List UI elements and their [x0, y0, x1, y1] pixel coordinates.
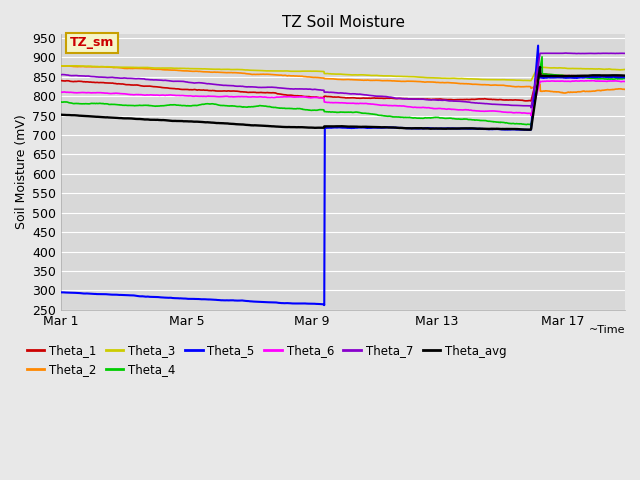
Theta_1 [57, 78, 65, 84]
Line: Theta_avg: Theta_avg [61, 67, 625, 130]
Theta_avg [605, 72, 612, 78]
Theta_1 [332, 94, 339, 100]
Theta_1 [621, 73, 629, 79]
Theta_1 [316, 95, 324, 100]
Theta_2 [561, 90, 569, 96]
Text: ~Time: ~Time [589, 325, 625, 335]
Theta_5 [57, 289, 65, 295]
Theta_6 [501, 109, 509, 115]
Theta_3 [57, 63, 65, 69]
Theta_5 [621, 74, 629, 80]
Theta_1 [501, 97, 509, 103]
Theta_7 [332, 90, 339, 96]
Theta_avg [524, 127, 532, 132]
Theta_1 [605, 73, 612, 79]
Theta_5 [534, 43, 542, 48]
Theta_6 [605, 78, 612, 84]
Theta_4 [621, 76, 629, 82]
Theta_7 [621, 50, 629, 56]
Theta_3 [621, 67, 629, 72]
Theta_2 [57, 63, 65, 69]
Theta_4 [57, 99, 65, 105]
Theta_4 [605, 76, 613, 82]
Theta_avg [332, 123, 339, 129]
Theta_4 [538, 54, 546, 60]
Theta_5 [86, 291, 93, 297]
Theta_6 [584, 78, 592, 84]
Legend: Theta_1, Theta_2, Theta_3, Theta_4, Theta_5, Theta_6, Theta_7, Theta_avg: Theta_1, Theta_2, Theta_3, Theta_4, Thet… [22, 340, 511, 381]
Theta_5 [605, 74, 612, 80]
Theta_2 [332, 76, 339, 82]
Theta_4 [527, 122, 535, 128]
Theta_6 [527, 113, 535, 119]
Theta_4 [605, 76, 612, 82]
Theta_2 [316, 75, 324, 81]
Theta_avg [57, 112, 65, 118]
Theta_avg [605, 72, 613, 78]
Theta_3 [526, 78, 534, 84]
Theta_4 [332, 109, 339, 115]
Line: Theta_6: Theta_6 [61, 81, 625, 116]
Line: Theta_5: Theta_5 [61, 46, 625, 305]
Theta_avg [621, 73, 629, 79]
Theta_6 [57, 89, 65, 95]
Theta_1 [605, 73, 613, 79]
Theta_3 [332, 71, 339, 77]
Line: Theta_4: Theta_4 [61, 57, 625, 125]
Line: Theta_2: Theta_2 [61, 66, 625, 93]
Theta_5 [605, 74, 613, 80]
Theta_1 [527, 98, 534, 104]
Theta_3 [317, 69, 324, 74]
Theta_7 [501, 102, 509, 108]
Theta_4 [316, 107, 324, 112]
Theta_2 [605, 87, 612, 93]
Theta_7 [316, 87, 324, 93]
Line: Theta_1: Theta_1 [61, 73, 625, 101]
Theta_4 [86, 101, 93, 107]
Theta_3 [605, 66, 612, 72]
Theta_7 [605, 50, 613, 56]
Theta_6 [621, 79, 629, 84]
Theta_1 [86, 79, 93, 85]
Title: TZ Soil Moisture: TZ Soil Moisture [282, 15, 404, 30]
Theta_3 [66, 63, 74, 69]
Theta_3 [86, 63, 94, 69]
Theta_7 [86, 73, 93, 79]
Theta_7 [605, 50, 612, 56]
Line: Theta_3: Theta_3 [61, 66, 625, 81]
Line: Theta_7: Theta_7 [61, 53, 625, 108]
Theta_avg [316, 125, 324, 131]
Theta_2 [621, 86, 629, 92]
Theta_avg [501, 126, 509, 132]
Theta_3 [502, 77, 509, 83]
Theta_6 [86, 90, 93, 96]
Theta_5 [321, 302, 328, 308]
Theta_5 [332, 125, 339, 131]
Theta_6 [605, 78, 613, 84]
Theta_3 [605, 66, 613, 72]
Theta_7 [562, 50, 570, 56]
Theta_5 [316, 301, 324, 307]
Theta_2 [605, 87, 612, 93]
Theta_avg [536, 64, 544, 70]
Text: TZ_sm: TZ_sm [70, 36, 114, 49]
Theta_avg [86, 113, 93, 119]
Theta_7 [527, 105, 535, 110]
Theta_6 [316, 95, 324, 101]
Theta_2 [501, 83, 509, 88]
Theta_6 [332, 100, 339, 106]
Theta_1 [534, 70, 542, 76]
Theta_2 [86, 64, 93, 70]
Theta_5 [502, 127, 509, 132]
Theta_7 [57, 72, 65, 78]
Theta_4 [501, 120, 509, 126]
Y-axis label: Soil Moisture (mV): Soil Moisture (mV) [15, 115, 28, 229]
